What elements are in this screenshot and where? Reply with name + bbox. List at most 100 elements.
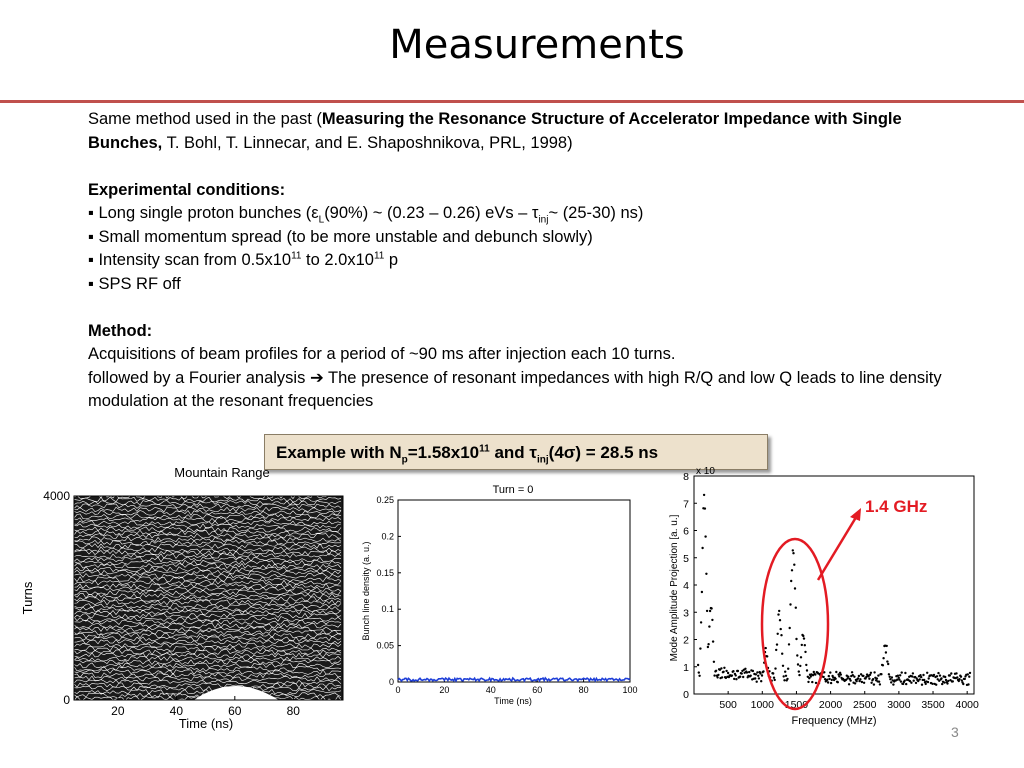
- spectrum-point: [817, 681, 821, 685]
- spectrum-point: [814, 681, 818, 685]
- spectrum-point: [751, 669, 755, 673]
- spectrum-point: [941, 682, 944, 686]
- spectrum-point: [837, 673, 840, 676]
- spectrum-point: [822, 675, 825, 679]
- spectrum-point: [914, 675, 917, 679]
- text: ~ (25-30) ns): [548, 204, 644, 222]
- spectrum-point: [859, 678, 862, 681]
- x-tick-label: 60: [532, 685, 542, 695]
- intro-suffix: T. Bohl, T. Linnecar, and E. Shaposhniko…: [162, 133, 573, 152]
- spectrum-point: [855, 680, 858, 683]
- spectrum-point: [865, 675, 868, 679]
- spectrum-point: [886, 660, 889, 663]
- spectrum-point: [958, 678, 961, 681]
- plot-frame: [73, 495, 344, 701]
- text: to 2.0x10: [301, 251, 374, 269]
- conditions-item: ▪ SPS RF off: [88, 273, 968, 297]
- spectrum-point: [780, 634, 783, 637]
- mountain-trace: [73, 539, 341, 546]
- title-underline: [0, 100, 1024, 103]
- spectrum-point: [914, 681, 918, 685]
- intro-paragraph: Same method used in the past (Measuring …: [88, 108, 968, 155]
- spectrum-point: [720, 676, 724, 679]
- spectrum-point: [960, 679, 963, 682]
- spectrum-point: [935, 683, 938, 686]
- spectrum-point: [790, 569, 794, 572]
- spectrum-point: [696, 663, 700, 667]
- spectrum-point: [703, 507, 707, 510]
- spectrum-point: [946, 682, 949, 685]
- spectrum-point: [794, 606, 797, 609]
- spectrum-point: [943, 681, 946, 684]
- x-tick-label: 1000: [751, 699, 775, 711]
- spectrum-point: [944, 675, 947, 679]
- spectrum-point: [769, 676, 772, 679]
- spectrum-point: [772, 676, 776, 679]
- mountain-trace: [73, 562, 342, 569]
- spectrum-point: [899, 674, 902, 677]
- spectrum-point: [903, 679, 906, 682]
- bunch-density-chart: Turn = 0 0 20 40 60 80 100 0 0.05 0.1 0.15 0.2 0.25…: [361, 484, 638, 706]
- spectrum-point: [836, 681, 839, 684]
- spectrum-point: [853, 675, 856, 678]
- mountain-trace: [73, 572, 342, 579]
- spectrum-point: [799, 664, 802, 668]
- spectrum-point: [749, 674, 752, 677]
- spectrum-point: [802, 634, 805, 638]
- subscript: inj: [538, 214, 549, 226]
- arrow-right-icon: ➔: [309, 368, 324, 387]
- mountain-trace: [73, 589, 342, 596]
- spectrum-point: [707, 643, 710, 646]
- spectrum-point: [740, 672, 743, 675]
- text: The presence of resonant impedances with…: [88, 368, 942, 411]
- spectrum-point: [722, 670, 725, 673]
- spectrum-point: [796, 663, 800, 666]
- mountain-trace: [73, 669, 342, 675]
- spectrum-point: [950, 672, 953, 675]
- mountain-trace: [73, 629, 342, 636]
- spectrum-point: [803, 644, 806, 647]
- spectrum-point: [704, 535, 707, 538]
- x-tick-label: 80: [287, 704, 301, 718]
- spectrum-point: [858, 679, 861, 683]
- spectrum-point: [777, 613, 780, 616]
- spectrum-point: [924, 682, 927, 686]
- mountain-trace: [73, 682, 342, 689]
- spectrum-point: [763, 661, 766, 664]
- spectrum-point: [826, 678, 829, 681]
- spectrum-point: [762, 670, 765, 673]
- spectrum-point: [877, 680, 881, 683]
- spectrum-point: [782, 675, 785, 678]
- mountain-trace: [73, 523, 342, 529]
- y-tick-label: 0.25: [376, 495, 394, 505]
- spectrum-point: [701, 546, 704, 550]
- spectrum-point: [856, 677, 860, 680]
- spectrum-point: [838, 671, 842, 674]
- spectrum-point: [799, 656, 803, 659]
- mountain-trace: [73, 579, 342, 586]
- y-tick-label: 5: [683, 553, 689, 565]
- spectrum-point: [811, 680, 814, 684]
- y-tick-label: 1: [683, 662, 689, 674]
- spectrum-point: [733, 677, 736, 681]
- mountain-trace: [73, 652, 342, 659]
- mountain-trace: [73, 622, 342, 629]
- x-tick-label: 20: [111, 704, 125, 718]
- conditions-item: ▪ Small momentum spread (to be more unst…: [88, 226, 968, 250]
- spectrum-point: [919, 674, 922, 677]
- spectrum-point: [744, 667, 747, 670]
- y-tick-label: 4000: [43, 489, 70, 503]
- bunch-profile-area: [193, 686, 279, 700]
- spectrum-point: [775, 643, 779, 646]
- spectrum-point: [754, 677, 757, 680]
- mountain-trace: [73, 553, 342, 559]
- spectrum-point: [756, 671, 759, 674]
- spectrum-point: [716, 676, 719, 679]
- spectrum-point: [787, 667, 790, 670]
- spectrum-point: [698, 674, 701, 677]
- plot-frame: [693, 475, 975, 695]
- spectrum-point: [802, 637, 806, 640]
- spectrum-point: [892, 683, 895, 686]
- spectrum-point: [725, 669, 728, 673]
- spectrum-point: [857, 674, 861, 678]
